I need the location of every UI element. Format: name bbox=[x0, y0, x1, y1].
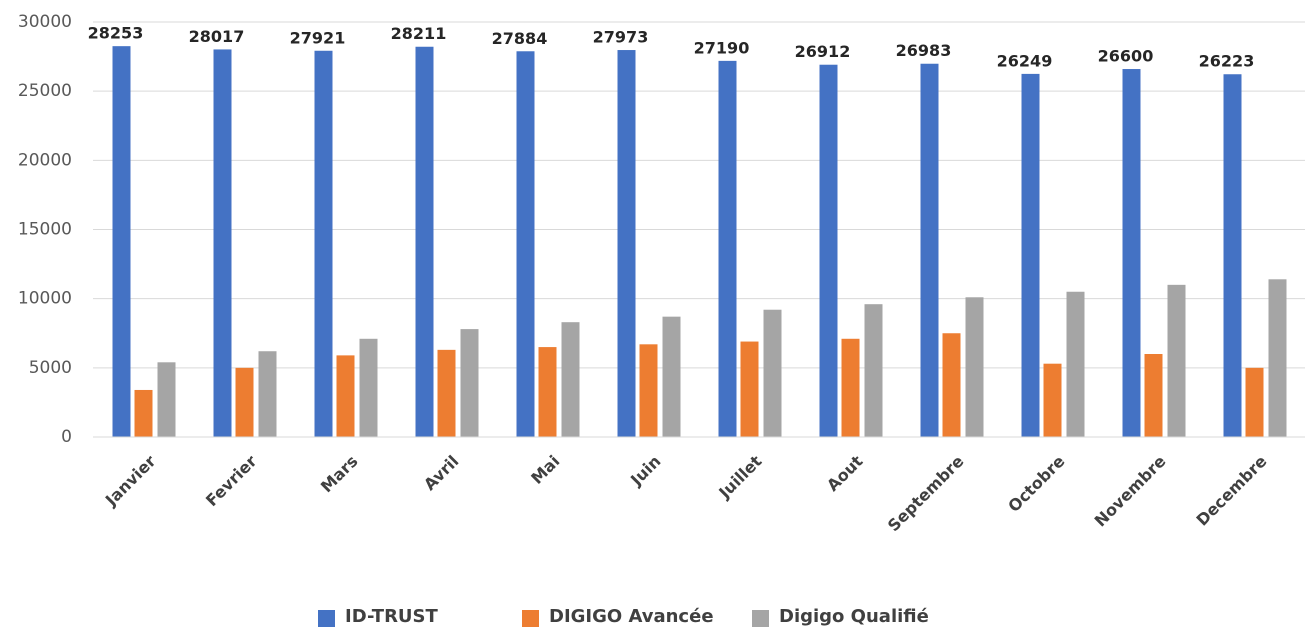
data-label: 28211 bbox=[391, 24, 447, 43]
bar bbox=[763, 309, 782, 437]
bar bbox=[516, 51, 535, 437]
x-tick-label: Decembre bbox=[1192, 451, 1270, 529]
bar bbox=[157, 362, 176, 437]
legend-label: DIGIGO Avancée bbox=[549, 606, 714, 627]
bar bbox=[538, 347, 557, 437]
bar bbox=[314, 50, 333, 438]
bar bbox=[460, 329, 479, 437]
x-tick-label: Mars bbox=[317, 452, 362, 497]
bar bbox=[437, 349, 456, 437]
bar bbox=[617, 50, 636, 438]
data-label: 26983 bbox=[896, 41, 952, 60]
data-label: 26223 bbox=[1199, 52, 1255, 71]
bar bbox=[920, 63, 939, 437]
bar bbox=[864, 304, 883, 437]
bar bbox=[1144, 354, 1163, 437]
bar bbox=[740, 341, 759, 437]
y-tick-label: 5000 bbox=[29, 358, 72, 378]
x-tick-label: Septembre bbox=[884, 451, 968, 535]
legend-swatch bbox=[752, 610, 769, 627]
legend-swatch bbox=[522, 610, 539, 627]
bar bbox=[942, 333, 961, 437]
bar bbox=[134, 389, 153, 437]
data-label: 27884 bbox=[492, 29, 548, 48]
bar bbox=[819, 64, 838, 437]
bar bbox=[1066, 291, 1085, 437]
bar bbox=[1167, 284, 1186, 437]
data-label: 28017 bbox=[189, 27, 245, 46]
bar bbox=[112, 46, 131, 437]
y-tick-label: 0 bbox=[61, 427, 72, 447]
bar bbox=[662, 316, 681, 437]
bar bbox=[213, 49, 232, 438]
x-tick-label: Juin bbox=[626, 452, 664, 490]
x-tick-label: Octobre bbox=[1004, 451, 1068, 515]
bar bbox=[415, 46, 434, 437]
data-label: 27921 bbox=[290, 28, 346, 47]
bar bbox=[359, 338, 378, 437]
y-tick-label: 30000 bbox=[18, 12, 72, 32]
bar bbox=[1223, 74, 1242, 437]
bar bbox=[258, 351, 277, 437]
x-tick-label: Novembre bbox=[1091, 451, 1170, 530]
x-tick-label: Avril bbox=[420, 452, 463, 495]
y-tick-label: 10000 bbox=[18, 289, 72, 309]
bar bbox=[639, 344, 658, 437]
bar bbox=[1043, 363, 1062, 437]
x-tick-label: Janvier bbox=[101, 451, 160, 510]
bar bbox=[561, 322, 580, 437]
data-label: 26249 bbox=[997, 51, 1053, 70]
bar bbox=[1268, 279, 1287, 437]
x-tick-label: Fevrier bbox=[202, 452, 261, 511]
y-tick-label: 15000 bbox=[18, 220, 72, 240]
legend-swatch bbox=[318, 610, 335, 627]
bar bbox=[1122, 69, 1141, 438]
bar bbox=[841, 338, 860, 437]
bar bbox=[1021, 73, 1040, 438]
bar bbox=[336, 355, 355, 437]
x-tick-label: Mai bbox=[527, 452, 563, 488]
y-tick-label: 20000 bbox=[18, 150, 72, 170]
data-label: 26600 bbox=[1098, 47, 1154, 66]
data-label: 28253 bbox=[88, 24, 144, 43]
legend-label: Digigo Qualifié bbox=[779, 606, 929, 627]
data-label: 26912 bbox=[795, 42, 851, 61]
legend-label: ID-TRUST bbox=[345, 606, 439, 627]
y-tick-label: 25000 bbox=[18, 81, 72, 101]
bar bbox=[235, 367, 254, 437]
data-label: 27190 bbox=[694, 38, 750, 57]
bar bbox=[1245, 367, 1264, 437]
x-tick-label: Juillet bbox=[714, 451, 765, 502]
bar bbox=[965, 297, 984, 437]
data-label: 27973 bbox=[593, 28, 649, 47]
x-tick-label: Aout bbox=[823, 451, 867, 495]
bar bbox=[718, 60, 737, 437]
